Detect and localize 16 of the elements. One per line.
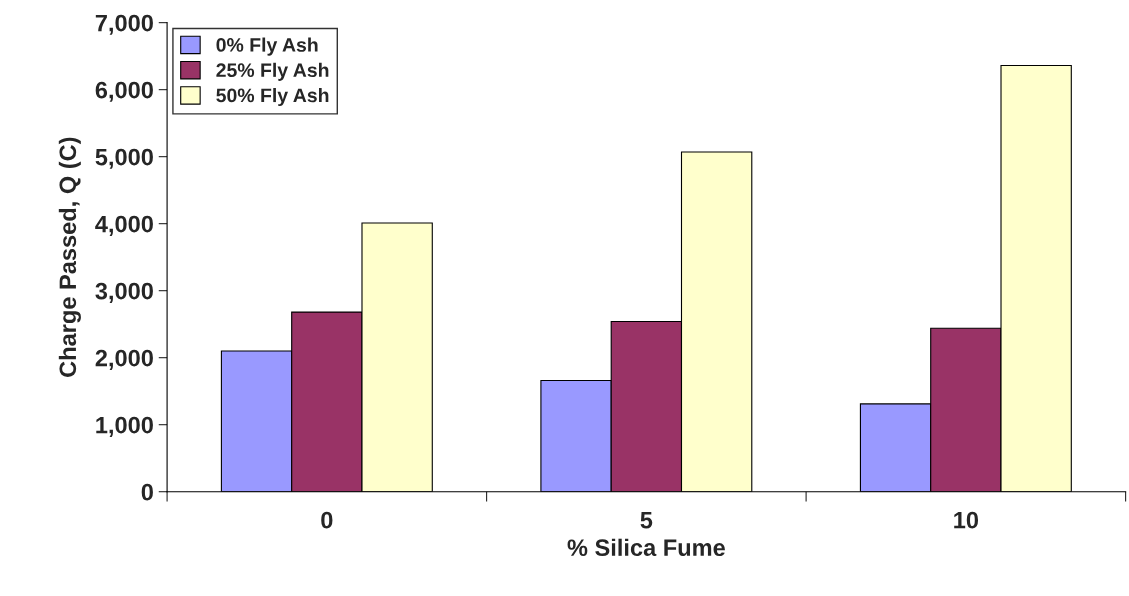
y-tick-label: 1,000	[96, 416, 153, 437]
legend-label: 0% Fly Ash	[216, 37, 318, 56]
y-tick-label: 0	[141, 483, 153, 501]
x-tick-label: 0	[321, 511, 333, 529]
x-axis-title: % Silica Fume	[567, 538, 725, 557]
y-tick-label: 2,000	[95, 349, 153, 370]
y-axis-title: Charge Passed, Q (C)	[58, 137, 81, 377]
y-tick-label: 4,000	[95, 215, 153, 236]
y-tick-label: 5,000	[95, 148, 153, 169]
y-tick-label: 7,000	[95, 14, 153, 35]
legend-label: 25% Fly Ash	[216, 62, 329, 81]
legend-label: 50% Fly Ash	[216, 87, 329, 107]
y-tick-label: 6,000	[95, 81, 153, 102]
x-tick-label: 5	[640, 512, 653, 529]
x-tick-label: 10	[954, 511, 979, 529]
y-tick-label: 3,000	[95, 282, 153, 303]
